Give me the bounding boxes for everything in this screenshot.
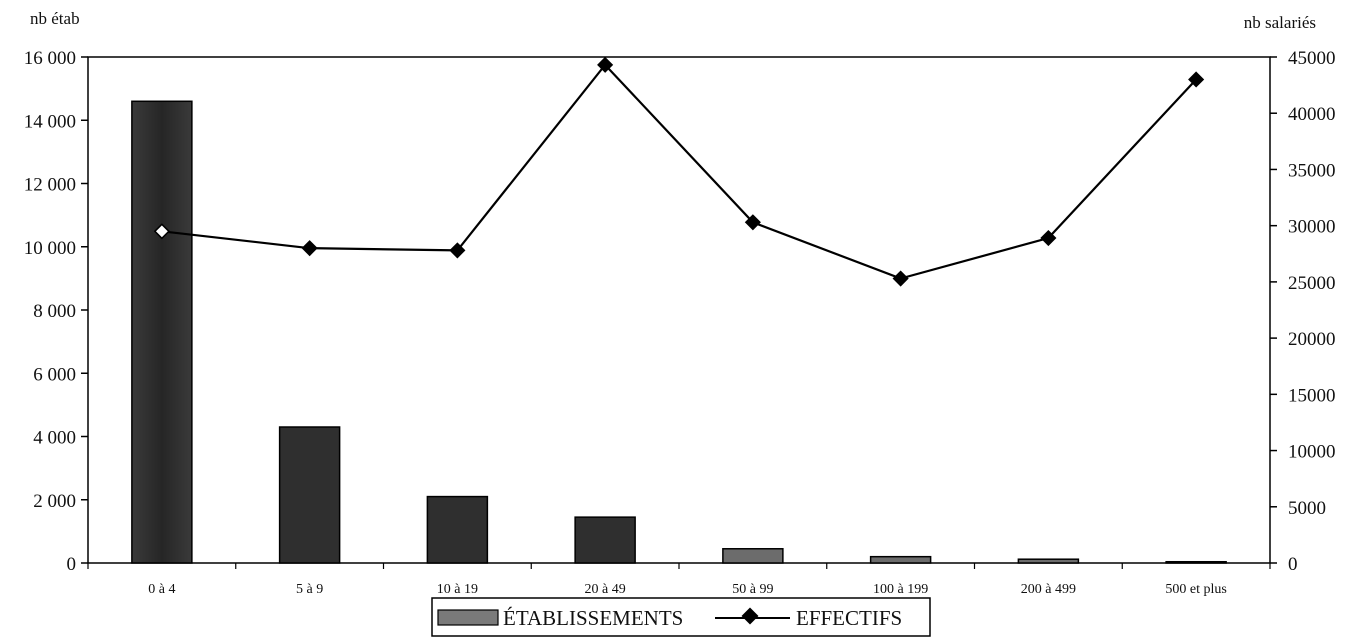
left-axis-tick-label: 10 000: [24, 238, 76, 259]
right-axis-tick-label: 25000: [1288, 273, 1336, 294]
left-axis-tick-label: 12 000: [24, 175, 76, 196]
effectifs-line: [161, 63, 1197, 280]
effectifs-point: [1040, 229, 1057, 247]
legend-label-etablissements: ÉTABLISSEMENTS: [503, 606, 683, 630]
right-axis-title: nb salariés: [1244, 13, 1316, 32]
left-axis-tick-label: 2 000: [33, 491, 76, 512]
bar: [278, 426, 341, 564]
right-axis-tick-label: 0: [1288, 554, 1298, 575]
effectifs-point: [153, 223, 170, 240]
bar-series: [131, 100, 1227, 564]
effectifs-point: [301, 240, 318, 257]
bar: [574, 516, 636, 564]
effectifs-point: [449, 242, 466, 259]
left-axis-tick-label: 8 000: [33, 301, 76, 322]
effectifs-point: [892, 270, 909, 287]
x-axis-tick-label: 20 à 49: [585, 582, 626, 597]
bar: [1017, 558, 1080, 564]
left-axis-tick-label: 14 000: [24, 111, 76, 132]
right-axis-tick-label: 45000: [1288, 48, 1336, 69]
legend-label-effectifs: EFFECTIFS: [796, 606, 902, 630]
left-axis-title: nb étab: [30, 9, 80, 28]
line-series: [153, 56, 1205, 287]
right-axis-tick-label: 35000: [1288, 160, 1336, 181]
right-axis-tick-label: 10000: [1288, 442, 1336, 463]
x-axis-tick-label: 5 à 9: [296, 582, 323, 597]
right-axis-tick-label: 5000: [1288, 498, 1326, 519]
x-axis-tick-label: 200 à 499: [1021, 582, 1076, 597]
x-axis-tick-label: 10 à 19: [437, 582, 478, 597]
x-axis-tick-label: 500 et plus: [1165, 582, 1226, 597]
x-axis-tick-label: 0 à 4: [148, 582, 175, 597]
legend-marker: [741, 607, 759, 625]
plot-area: [87, 56, 1271, 564]
right-axis: 0 5000 10000 15000 20000 25000 30000 35000 40000…: [1270, 48, 1336, 575]
bar: [869, 555, 932, 564]
legend: ÉTABLISSEMENTS EFFECTIFS: [431, 597, 931, 637]
right-axis-tick-label: 30000: [1288, 217, 1336, 238]
left-axis-tick-label: 6 000: [33, 364, 76, 385]
legend-bar-swatch: [437, 609, 499, 626]
left-axis-tick-label: 0: [67, 554, 77, 575]
left-axis-tick-label: 16 000: [24, 48, 76, 69]
x-axis-tick-label: 100 à 199: [873, 582, 928, 597]
bar: [1165, 560, 1227, 564]
right-axis-tick-label: 40000: [1288, 104, 1336, 125]
effectifs-point: [597, 56, 614, 73]
effectifs-point: [744, 214, 761, 231]
legend-box: [431, 597, 931, 637]
right-axis-tick-label: 15000: [1288, 385, 1336, 406]
x-axis-tick-label: 50 à 99: [732, 582, 773, 597]
effectifs-point: [1188, 71, 1205, 88]
bar: [722, 548, 784, 564]
bar: [426, 495, 489, 564]
left-axis-tick-label: 4 000: [33, 428, 76, 449]
left-axis: 0 2 000 4 000 6 000 8 000 10 000 12 000 14 000 1…: [24, 48, 88, 575]
bar: [131, 100, 193, 564]
x-axis: 0 à 4 5 à 9 10 à 19 20 à 49 50 à 99 100 à 199…: [87, 563, 1271, 597]
right-axis-tick-label: 20000: [1288, 329, 1336, 350]
